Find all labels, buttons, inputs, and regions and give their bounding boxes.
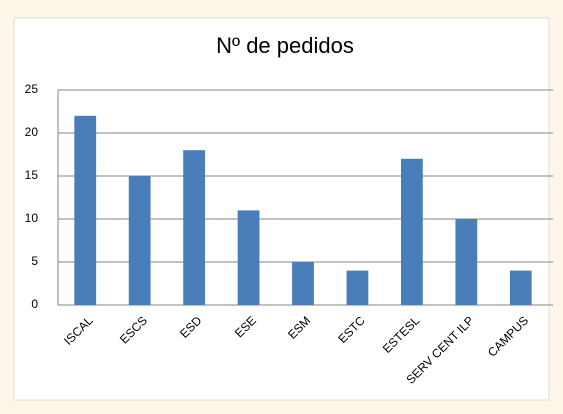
bar (455, 219, 478, 305)
bar (509, 270, 532, 305)
bar (346, 270, 369, 305)
bar (401, 158, 423, 305)
y-tick-label: 20 (25, 125, 39, 139)
y-tick-label: 0 (31, 297, 38, 311)
chart-panel (13, 17, 550, 401)
bar (237, 210, 260, 305)
bar (128, 176, 151, 305)
y-tick-label: 25 (25, 82, 39, 96)
bar (292, 262, 314, 305)
y-tick-label: 15 (25, 168, 39, 182)
y-tick-label: 10 (25, 211, 39, 225)
y-tick-label: 5 (31, 254, 38, 268)
bar (74, 115, 97, 305)
chart-title: Nº de pedidos (216, 33, 354, 58)
bar (183, 150, 205, 305)
